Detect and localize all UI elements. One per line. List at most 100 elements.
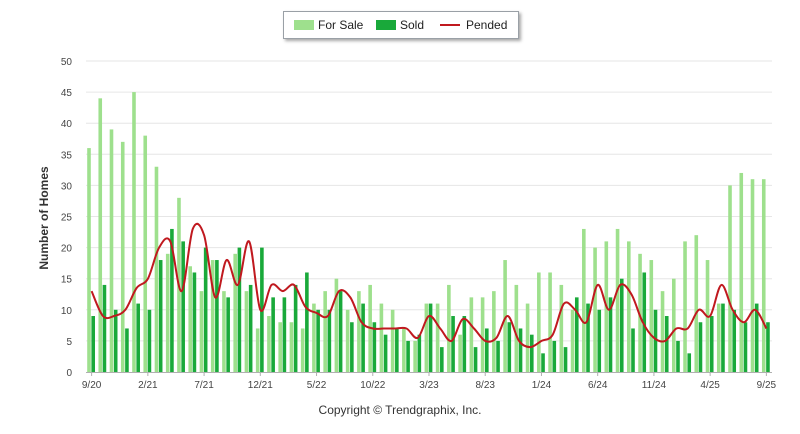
x-tick-label: 3/23	[419, 380, 439, 391]
sold-bar	[226, 297, 230, 372]
sold-bar	[113, 309, 118, 372]
sold-bar	[125, 328, 129, 372]
sold-bar	[563, 347, 568, 372]
sold-bar	[271, 297, 275, 372]
for-sale-bar	[492, 291, 496, 372]
y-tick-label: 30	[61, 181, 73, 192]
x-tick-label: 5/22	[307, 380, 327, 391]
for-sale-bar	[458, 334, 462, 372]
for-sale-bar	[750, 179, 755, 372]
sold-bar	[395, 328, 399, 372]
pended-line	[90, 222, 768, 349]
for-sale-bar	[267, 316, 271, 372]
sold-bar	[586, 303, 590, 372]
sold-bar	[664, 316, 669, 372]
sold-bar	[136, 303, 140, 372]
x-tick-label: 10/22	[360, 380, 385, 391]
sold-bar	[552, 340, 557, 372]
for-sale-bar	[671, 278, 676, 372]
for-sale-bar	[447, 284, 451, 372]
pended-swatch	[440, 24, 460, 26]
y-tick-labels: 0 5 10 15 20 25 30 35 40 45 50	[61, 57, 73, 379]
legend-item-for-sale[interactable]: For Sale	[294, 19, 363, 31]
sold-bar	[237, 247, 242, 372]
for-sale-bar	[98, 98, 103, 372]
sold-bar	[743, 322, 748, 372]
sold-bar	[687, 353, 692, 372]
sold-bar	[350, 322, 354, 372]
for-sale-swatch	[294, 20, 314, 30]
for-sale-bar	[334, 278, 339, 372]
sold-bar	[507, 322, 512, 372]
sold-bar	[338, 291, 343, 372]
sold-bar	[102, 284, 107, 372]
for-sale-bar	[739, 172, 744, 372]
for-sale-bar	[312, 303, 316, 372]
sold-bar	[485, 328, 489, 372]
y-tick-label: 25	[61, 213, 73, 224]
sold-bar	[282, 297, 287, 372]
x-tick-label: 11/24	[642, 380, 667, 391]
for-sale-bar	[435, 303, 440, 372]
for-sale-bar	[615, 228, 620, 372]
sold-bar	[170, 228, 174, 372]
for-sale-bar	[132, 92, 136, 372]
sold-bar	[709, 316, 714, 372]
sold-bar	[417, 334, 422, 372]
sold-bar	[440, 347, 444, 372]
sold-bar	[653, 309, 658, 372]
for-sale-bar	[143, 135, 148, 372]
sold-bar	[192, 272, 197, 372]
for-sale-bar	[627, 241, 631, 372]
sold-bar	[248, 284, 253, 372]
x-tick-label: 1/24	[532, 380, 552, 391]
for-sale-bar	[548, 272, 552, 372]
for-sale-bars	[87, 92, 766, 372]
x-tick-label: 12/21	[248, 380, 273, 391]
for-sale-bar	[244, 291, 249, 372]
sold-bar	[631, 328, 635, 372]
y-tick-label: 15	[61, 275, 73, 286]
for-sale-bar	[424, 303, 429, 372]
for-sale-bar	[199, 291, 204, 372]
for-sale-bar	[154, 166, 159, 372]
for-sale-bar	[87, 148, 91, 372]
legend-item-sold[interactable]: Sold	[376, 19, 424, 31]
for-sale-bar	[537, 272, 541, 372]
for-sale-bar	[582, 228, 586, 372]
legend-item-pended[interactable]: Pended	[440, 19, 507, 31]
x-tick-label: 8/23	[475, 380, 495, 391]
sold-bar	[597, 309, 602, 372]
x-tick-label: 6/24	[588, 380, 608, 391]
for-sale-bar	[716, 303, 721, 372]
for-sale-bar	[728, 185, 732, 372]
copyright-text: Copyright © Trendgraphix, Inc.	[318, 403, 482, 417]
for-sale-bar	[233, 253, 237, 372]
sold-bar	[181, 241, 185, 372]
for-sale-bar	[570, 309, 575, 372]
y-tick-label: 50	[61, 57, 73, 68]
for-sale-bar	[660, 291, 665, 372]
y-tick-label: 40	[61, 119, 73, 130]
y-tick-label: 20	[61, 244, 73, 255]
for-sale-bar	[413, 340, 417, 372]
legend-label-sold: Sold	[400, 18, 425, 32]
for-sale-bar	[503, 260, 507, 372]
for-sale-bar	[345, 309, 350, 372]
sold-bar	[147, 309, 152, 372]
y-tick-label: 45	[61, 88, 73, 99]
for-sale-bar	[761, 179, 766, 372]
for-sale-bar	[357, 291, 361, 372]
sold-bar	[406, 340, 410, 372]
y-tick-label: 5	[66, 337, 72, 348]
x-tick-label: 9/25	[757, 380, 777, 391]
sold-bar	[327, 309, 332, 372]
y-axis-label: Number of Homes	[37, 166, 51, 270]
for-sale-bar	[559, 284, 564, 372]
sold-bar	[462, 316, 467, 372]
sold-bar	[766, 322, 770, 372]
y-tick-label: 0	[66, 368, 72, 379]
for-sale-bar	[593, 247, 597, 372]
for-sale-bar	[109, 129, 114, 372]
